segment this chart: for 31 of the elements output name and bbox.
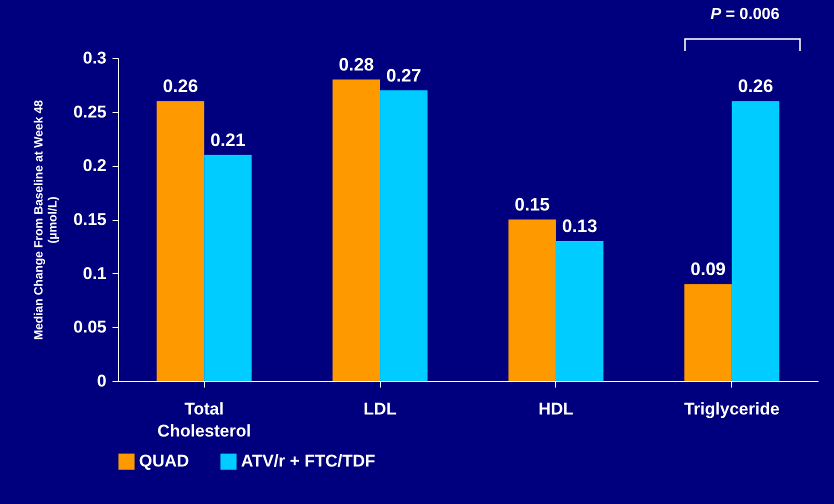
data-label: 0.27 xyxy=(386,65,422,86)
bar xyxy=(204,154,252,381)
y-tick-label: 0.1 xyxy=(82,264,106,283)
text: P = 0.006 xyxy=(710,6,780,24)
bar xyxy=(380,90,428,381)
bar xyxy=(508,220,556,381)
data-label: 0.13 xyxy=(562,216,598,236)
data-label: 0.15 xyxy=(514,194,550,214)
data-label: 0.28 xyxy=(338,54,374,75)
y-tick-label: 0.2 xyxy=(82,156,106,176)
x-tick-label: Triglyceride xyxy=(684,400,780,418)
data-label: 0.26 xyxy=(738,76,774,96)
x-tick-label: HDL xyxy=(538,400,574,418)
y-tick-label: 0.25 xyxy=(73,102,106,122)
legend-label: QUAD xyxy=(139,452,190,471)
y-tick-label: 0.3 xyxy=(82,48,106,68)
bar xyxy=(684,284,732,381)
data-label: 0.21 xyxy=(210,130,246,150)
y-tick-label: 0.15 xyxy=(73,210,106,229)
bar xyxy=(732,101,780,381)
data-label: 0.26 xyxy=(162,76,198,96)
bar xyxy=(332,80,380,381)
bar xyxy=(156,101,204,381)
bar xyxy=(556,241,604,381)
data-label: 0.09 xyxy=(690,259,726,280)
legend-label: ATV/r + FTC/TDF xyxy=(241,452,376,471)
x-tick-label: LDL xyxy=(364,400,397,418)
x-tick-label: Total Cholesterol xyxy=(157,400,251,440)
y-tick-label: 0.05 xyxy=(73,318,106,337)
y-axis-title: Median Change From Baseline at Week 48 (µmol/L) xyxy=(31,100,60,340)
y-tick-label: 0 xyxy=(97,372,106,390)
